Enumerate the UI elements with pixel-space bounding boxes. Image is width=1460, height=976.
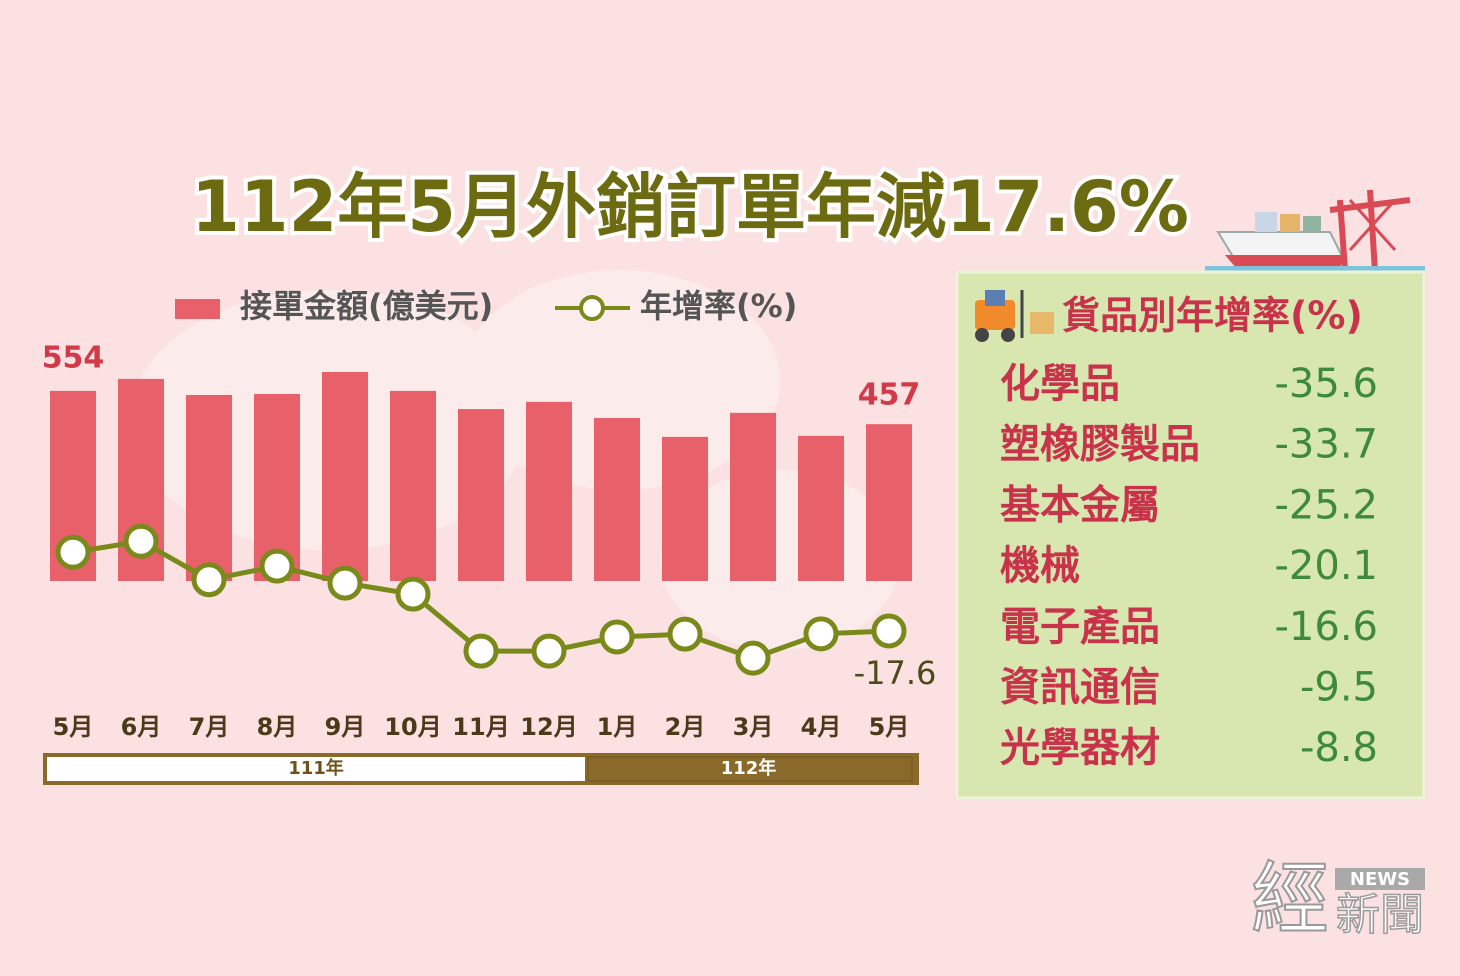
bar: [662, 436, 708, 581]
row-name: 資訊通信: [1000, 665, 1160, 711]
row-value: -8.8: [1300, 725, 1378, 771]
row-value: -35.6: [1275, 361, 1379, 407]
bar: [798, 435, 844, 581]
x-tick-label: 3月: [733, 713, 774, 741]
period-bg: [47, 757, 585, 781]
bar: [730, 412, 776, 581]
row-value: -25.2: [1275, 482, 1379, 528]
logo-sub: 新聞: [1336, 890, 1424, 941]
line-marker: [599, 619, 635, 655]
line-marker: [531, 633, 567, 669]
legend-swatch: [175, 299, 220, 319]
period-bg: [587, 756, 913, 782]
x-tick-label: 7月: [189, 713, 230, 741]
bar: [390, 390, 436, 581]
legend-label: 接單金額(億美元): [240, 287, 493, 325]
x-tick-label: 2月: [665, 713, 706, 741]
bar: [322, 372, 368, 581]
x-tick-label: 4月: [801, 713, 842, 741]
row-name: 基本金屬: [1000, 482, 1160, 528]
data-label: 554: [42, 340, 105, 375]
logo-tag-bg: [1335, 868, 1425, 890]
data-label: 457: [858, 378, 921, 413]
period-label: 112年: [721, 757, 777, 779]
logo: 經 NEWS 新聞: [1250, 854, 1425, 946]
line-marker: [735, 640, 771, 676]
line-marker: [463, 633, 499, 669]
line-marker: [327, 565, 363, 601]
line-marker: [259, 548, 295, 584]
bar: [526, 401, 572, 581]
row-value: -20.1: [1275, 543, 1379, 589]
row-value: -16.6: [1275, 604, 1379, 650]
bar: [458, 409, 504, 581]
x-tick-label: 12月: [520, 713, 577, 741]
row-value: -33.7: [1275, 422, 1379, 468]
ship-illustration: [1205, 189, 1425, 274]
x-tick-label: 5月: [869, 713, 910, 741]
line-marker: [395, 576, 431, 612]
x-tick-label: 5月: [53, 713, 94, 741]
bar: [186, 395, 232, 581]
logo-main: 經: [1251, 855, 1329, 945]
legend-marker: [579, 295, 605, 321]
line-marker: [55, 534, 91, 570]
table-title: 貨品別年增率(%): [1062, 294, 1363, 338]
line-marker: [191, 562, 227, 598]
line-marker: [803, 616, 839, 652]
forklift-icon: [975, 290, 1054, 342]
x-tick-label: 1月: [597, 713, 638, 741]
logo-tag: NEWS: [1350, 869, 1410, 890]
x-tick-label: 8月: [257, 713, 298, 741]
row-name: 光學器材: [1000, 725, 1160, 771]
line-marker: [123, 523, 159, 559]
x-tick-label: 10月: [384, 713, 441, 741]
x-tick-label: 11月: [452, 713, 509, 741]
chart-title: 112年5月外銷訂單年減17.6%: [191, 166, 1189, 248]
x-tick-label: 6月: [121, 713, 162, 741]
period-label: 111年: [288, 757, 344, 779]
line-marker: [667, 616, 703, 652]
category-panel: [955, 270, 1426, 800]
row-name: 塑橡膠製品: [1000, 422, 1200, 468]
bar: [866, 424, 912, 581]
row-name: 電子產品: [1000, 604, 1160, 650]
row-name: 化學品: [1000, 361, 1120, 407]
row-value: -9.5: [1300, 665, 1378, 711]
x-tick-label: 9月: [325, 713, 366, 741]
data-label: -17.6: [854, 654, 937, 692]
row-name: 機械: [1000, 543, 1080, 589]
line-marker: [871, 613, 907, 649]
legend-label: 年增率(%): [640, 287, 797, 325]
bar: [594, 417, 640, 581]
